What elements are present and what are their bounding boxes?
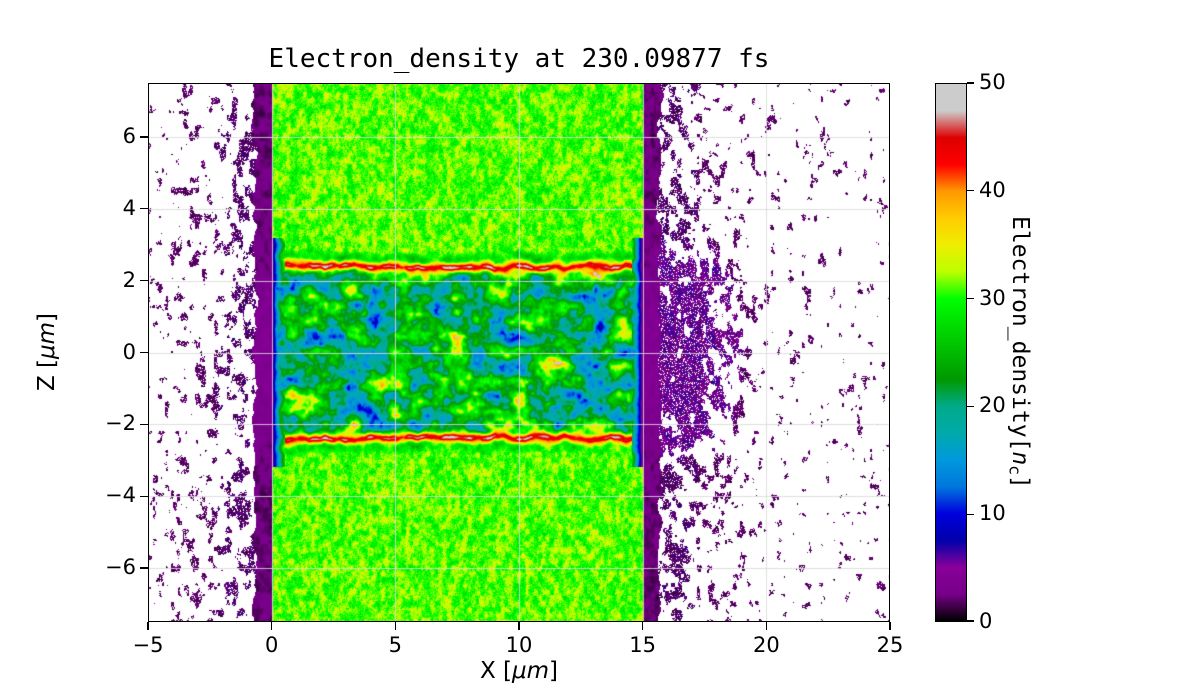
x-axis-label-pre: X [ bbox=[479, 658, 512, 684]
colorbar-tick bbox=[967, 297, 974, 300]
y-tick-label: −6 bbox=[105, 555, 136, 580]
colorbar-gradient bbox=[936, 84, 966, 621]
y-tick-label: 2 bbox=[122, 267, 136, 292]
y-tick-label: 4 bbox=[122, 195, 136, 220]
x-tick bbox=[394, 622, 397, 630]
x-tick-label: 5 bbox=[388, 633, 403, 657]
colorbar-tick bbox=[967, 513, 974, 515]
chart-title: Electron_density at 230.09877 fs bbox=[268, 44, 770, 74]
y-tick bbox=[140, 208, 148, 210]
y-axis-unit: μm bbox=[34, 321, 60, 359]
y-tick bbox=[140, 136, 148, 138]
y-tick-label: 0 bbox=[122, 339, 136, 364]
colorbar-label: Electron_density[nc] bbox=[1001, 83, 1033, 622]
colorbar-label-post: ] bbox=[1007, 475, 1033, 489]
x-tick bbox=[889, 622, 891, 630]
y-axis-label: Z [μm] bbox=[34, 313, 60, 391]
x-tick-label: 0 bbox=[264, 633, 279, 657]
x-axis-unit: μm bbox=[512, 658, 550, 684]
y-axis-label-pre: Z [ bbox=[34, 358, 60, 392]
colorbar-label-subscript: c bbox=[1005, 465, 1025, 476]
x-axis-label-post: ] bbox=[549, 658, 559, 684]
x-tick bbox=[641, 622, 644, 630]
y-tick bbox=[140, 351, 148, 354]
x-tick-label: 20 bbox=[752, 633, 780, 657]
colorbar-label-symbol: n bbox=[1007, 451, 1033, 466]
y-tick bbox=[140, 567, 148, 569]
colorbar-tick bbox=[967, 82, 974, 84]
y-tick-label: −2 bbox=[105, 411, 136, 436]
x-tick bbox=[518, 622, 520, 630]
x-axis-label: X [μm] bbox=[148, 658, 890, 684]
x-tick bbox=[147, 622, 149, 630]
x-tick bbox=[765, 622, 768, 630]
colorbar-tick bbox=[967, 405, 974, 408]
heatmap-canvas bbox=[148, 83, 890, 622]
colorbar-tick bbox=[967, 620, 974, 622]
x-tick-label: 25 bbox=[876, 633, 904, 657]
x-tick-label: −5 bbox=[132, 633, 164, 657]
y-tick-label: −4 bbox=[105, 483, 136, 508]
y-tick bbox=[140, 423, 148, 426]
x-tick-label: 10 bbox=[505, 633, 533, 657]
colorbar-label-pre: Electron_density[ bbox=[1007, 216, 1033, 452]
colorbar-tick bbox=[967, 190, 974, 192]
y-axis-label-post: ] bbox=[34, 312, 60, 322]
y-tick-label: 6 bbox=[122, 123, 136, 148]
y-tick bbox=[140, 495, 148, 497]
x-tick bbox=[270, 622, 273, 630]
colorbar bbox=[935, 83, 967, 622]
x-tick-label: 15 bbox=[629, 633, 657, 657]
y-tick bbox=[140, 279, 148, 282]
